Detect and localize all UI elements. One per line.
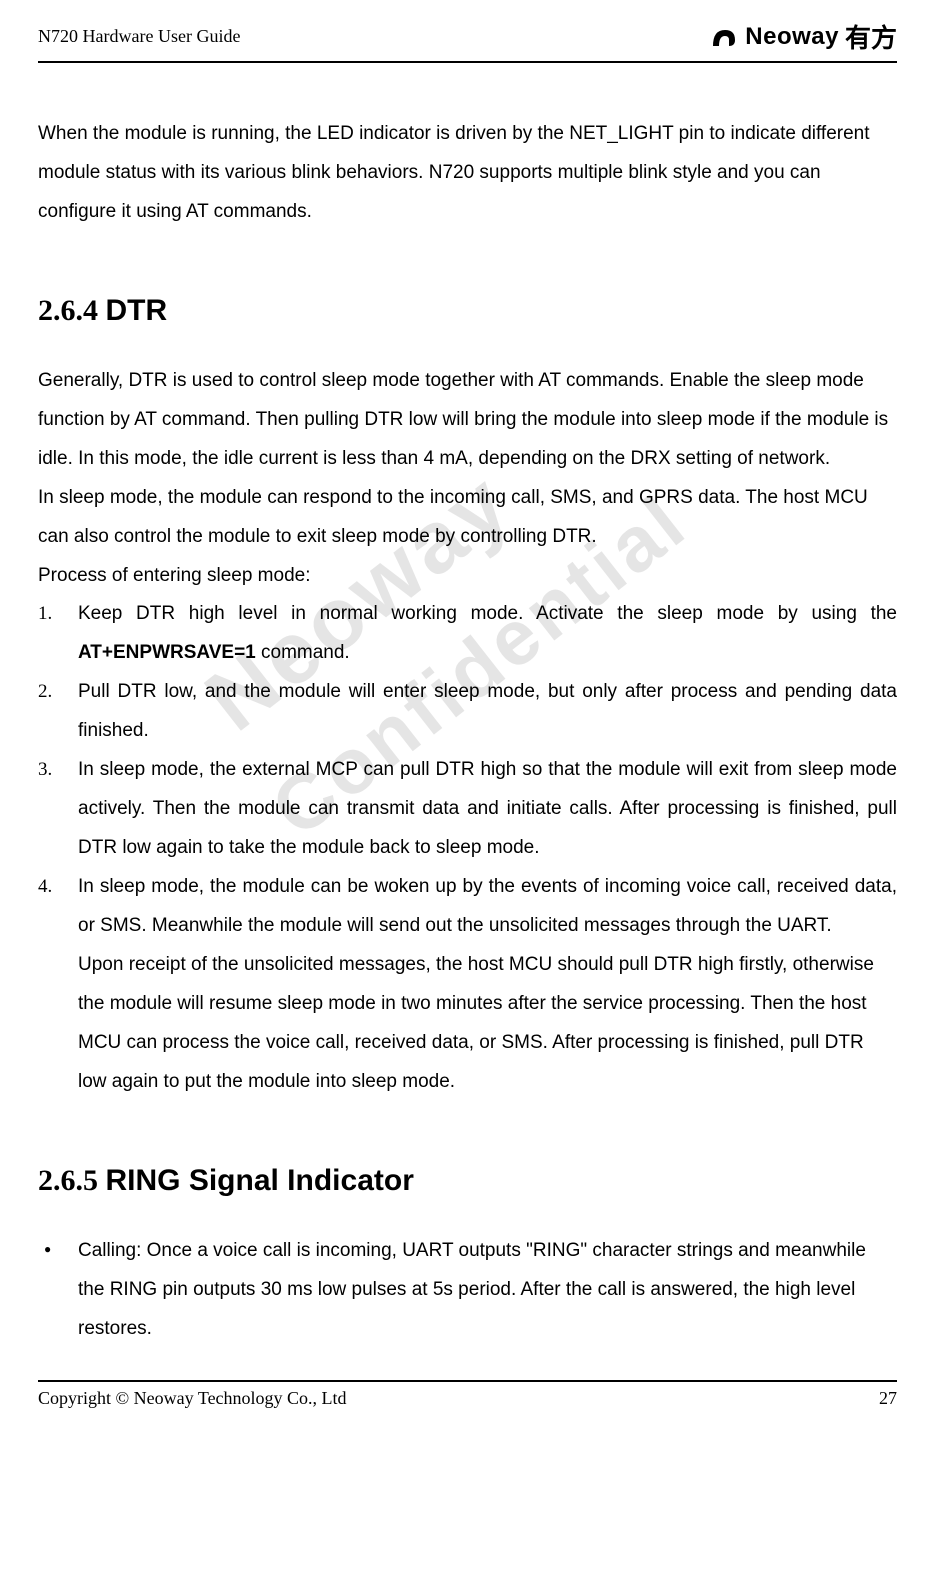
brand-text-cn: 有方 [845,18,897,55]
brand-logo: Neoway 有方 [709,18,897,55]
list-item-text: Keep DTR high level in normal working mo… [78,603,897,624]
footer-rule [38,1380,897,1382]
footer-page-number: 27 [879,1388,897,1409]
intro-paragraph: When the module is running, the LED indi… [38,115,897,232]
section-number: 2.6.5 [38,1164,106,1197]
page-footer: Copyright © Neoway Technology Co., Ltd 2… [38,1388,897,1409]
footer-copyright: Copyright © Neoway Technology Co., Ltd [38,1388,347,1409]
dtr-process-list: Keep DTR high level in normal working mo… [38,595,897,945]
dtr-paragraph-2: In sleep mode, the module can respond to… [38,479,897,557]
section-number: 2.6.4 [38,294,106,327]
at-command: AT+ENPWRSAVE=1 [78,642,256,663]
header-rule [38,61,897,63]
header-title: N720 Hardware User Guide [38,26,240,47]
dtr-li4-continuation: Upon receipt of the unsolicited messages… [38,946,897,1102]
ring-bullet-list: Calling: Once a voice call is incoming, … [38,1232,897,1349]
brand-mark-icon [709,22,739,52]
list-item: Keep DTR high level in normal working mo… [38,595,897,673]
list-item: In sleep mode, the module can be woken u… [38,868,897,946]
page-header: N720 Hardware User Guide Neoway 有方 [38,18,897,61]
brand-text-en: Neoway [745,23,839,51]
dtr-paragraph-3: Process of entering sleep mode: [38,557,897,596]
section-heading-dtr: 2.6.4 DTR [38,294,897,328]
header-brand: Neoway 有方 [709,18,897,55]
section-name: RING Signal Indicator [106,1164,414,1197]
section-heading-ring: 2.6.5 RING Signal Indicator [38,1164,897,1198]
intro-block: When the module is running, the LED indi… [38,115,897,232]
section-name: DTR [106,294,168,327]
page: Neoway Confidential N720 Hardware User G… [0,0,935,1572]
list-item: In sleep mode, the external MCP can pull… [38,751,897,868]
list-item: Pull DTR low, and the module will enter … [38,673,897,751]
list-item-text-tail: command. [256,642,350,663]
dtr-paragraph-1: Generally, DTR is used to control sleep … [38,362,897,479]
list-item: Calling: Once a voice call is incoming, … [38,1232,897,1349]
